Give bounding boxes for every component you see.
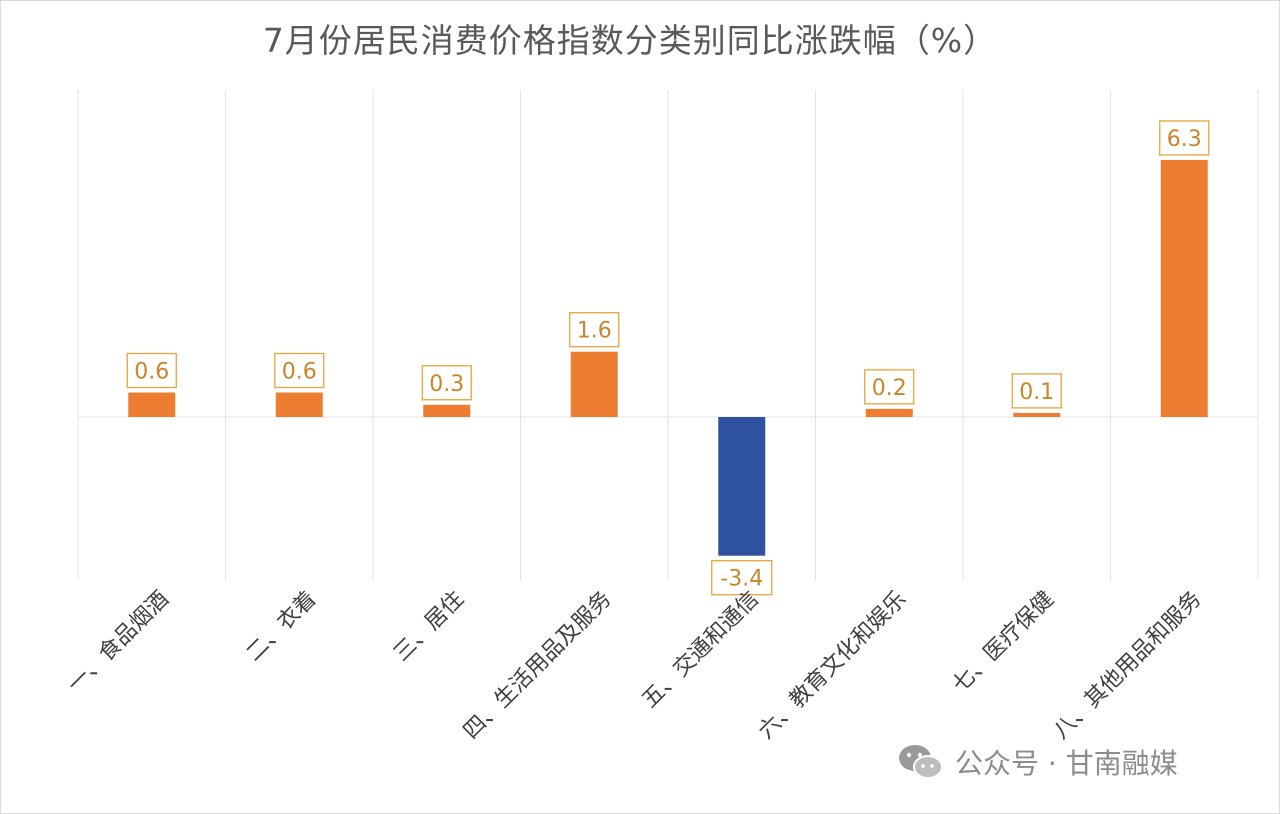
bar	[718, 417, 766, 556]
category-label: 一、食品烟酒	[63, 587, 174, 698]
category-label: 二、衣着	[242, 587, 322, 667]
category-label: 五、交通和通信	[637, 587, 764, 714]
data-label: 0.1	[1019, 380, 1054, 405]
data-label-box	[569, 312, 620, 348]
data-label: 0.6	[282, 360, 317, 385]
watermark-text: 公众号 · 甘南融媒	[955, 747, 1178, 780]
watermark: 公众号 · 甘南融媒	[897, 742, 1178, 782]
category-label: 七、医疗保健	[948, 587, 1059, 698]
bar	[1160, 159, 1208, 417]
category-label: 八、其他用品和服务	[1049, 587, 1207, 745]
data-label-box	[864, 369, 915, 405]
data-label: 0.6	[134, 360, 169, 385]
data-label-box	[126, 352, 177, 389]
data-label-box	[274, 352, 325, 389]
chart-title: 7月份居民消费价格指数分类别同比涨跌幅（%）	[262, 21, 998, 60]
bar	[865, 408, 913, 417]
category-label: 四、生活用品及服务	[459, 587, 617, 745]
data-label: 6.3	[1167, 127, 1202, 152]
bar	[570, 351, 618, 417]
bar	[1013, 412, 1061, 417]
bar	[275, 392, 323, 417]
category-label: 六、教育文化和娱乐	[754, 587, 912, 745]
category-label: 三、居住	[389, 587, 469, 667]
bar	[423, 404, 471, 417]
data-label: -3.4	[720, 567, 763, 592]
data-label-box	[421, 365, 472, 401]
bar	[128, 392, 176, 417]
data-label-box	[1011, 373, 1062, 409]
data-label-box	[1159, 120, 1210, 156]
data-label-box	[711, 560, 773, 596]
wechat-icon	[899, 745, 943, 779]
data-label: 1.6	[577, 319, 612, 344]
data-label: 0.3	[429, 372, 464, 397]
data-label: 0.2	[872, 376, 907, 401]
